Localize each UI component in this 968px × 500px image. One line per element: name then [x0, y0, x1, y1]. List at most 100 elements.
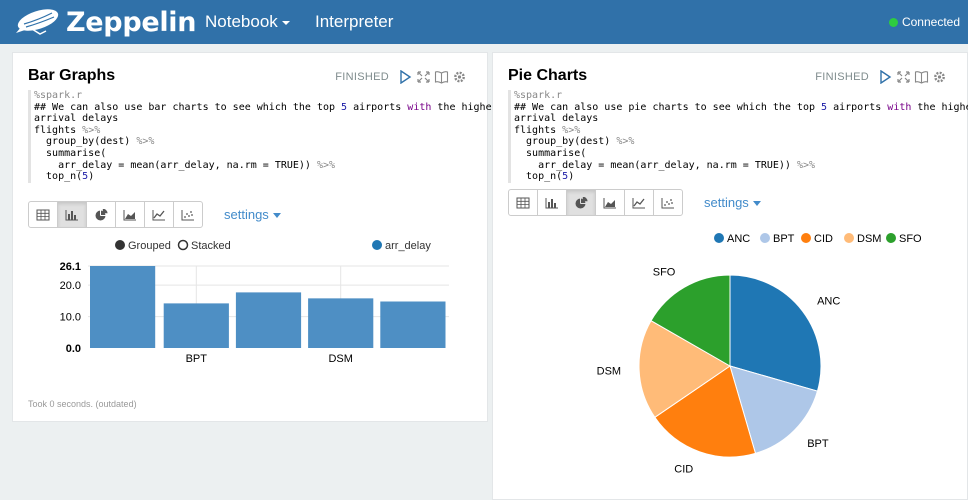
- table-view-button[interactable]: [28, 201, 58, 228]
- line-chart-icon: [152, 209, 165, 220]
- legend-marker: [714, 233, 724, 243]
- legend-label: ANC: [727, 233, 750, 245]
- line-chart-icon: [632, 197, 645, 208]
- legend-marker: [844, 233, 854, 243]
- code-line: summarise(: [514, 147, 587, 159]
- table-view-button[interactable]: [508, 189, 538, 216]
- notebook-menu[interactable]: Notebook: [205, 12, 290, 32]
- slice-label: SFO: [653, 267, 676, 279]
- legend-marker: [372, 240, 382, 250]
- settings-label: settings: [224, 207, 269, 222]
- paragraph-controls: FINISHED: [335, 70, 467, 84]
- gear-icon[interactable]: [932, 70, 947, 84]
- bar-chart: Grouped Stacked arr_delay 0.0 10.0 20.0 26.1 BP…: [60, 239, 449, 365]
- code-line: arr_delay = mean(arr_delay, na.rm = TRUE…: [34, 159, 336, 171]
- code-line: ## We can also use bar charts to see whi…: [34, 101, 504, 113]
- visualization-toolbar: [28, 201, 203, 228]
- zeppelin-logo-icon: [16, 9, 59, 35]
- code-line: top_n(5): [514, 171, 575, 183]
- y-tick-label: 20.0: [60, 280, 81, 292]
- code-editor[interactable]: %spark.r ## We can also use pie charts t…: [508, 90, 968, 183]
- bar: [163, 303, 229, 348]
- paragraph-status: FINISHED: [335, 71, 389, 83]
- code-line: flights %>%: [514, 124, 581, 136]
- bar: [235, 292, 302, 348]
- y-tick-label: 26.1: [60, 261, 81, 273]
- interpreter-link[interactable]: Interpreter: [315, 12, 394, 31]
- bar-chart-icon: [65, 209, 78, 220]
- code-line: arrival delays: [514, 113, 599, 125]
- y-tick-label: 10.0: [60, 312, 81, 324]
- settings-dropdown[interactable]: settings: [704, 195, 761, 210]
- table-icon: [516, 197, 530, 208]
- chevron-down-icon: [281, 20, 290, 25]
- legend-label: arr_delay: [385, 240, 431, 252]
- expand-icon[interactable]: [896, 70, 911, 84]
- stacked-label: Stacked: [191, 240, 231, 252]
- code-line: group_by(dest) %>%: [34, 136, 155, 148]
- legend-marker: [801, 233, 811, 243]
- line-chart-button[interactable]: [144, 201, 174, 228]
- pie-slice: [729, 365, 819, 454]
- settings-dropdown[interactable]: settings: [224, 207, 281, 222]
- pie-chart-icon: [95, 208, 108, 220]
- settings-label: settings: [704, 195, 749, 210]
- paragraph-pie-charts: Pie Charts FINISHED %spark.r ## We can a…: [492, 52, 968, 500]
- slice-label: BPT: [807, 438, 829, 450]
- code-line: flights %>%: [34, 124, 101, 136]
- pie-chart-button[interactable]: [566, 189, 596, 216]
- area-chart-button[interactable]: [115, 201, 145, 228]
- notebook-menu-label: Notebook: [205, 12, 278, 31]
- stacked-radio-icon: [177, 239, 189, 251]
- book-icon[interactable]: [914, 70, 929, 84]
- caret-down-icon: [272, 213, 281, 219]
- brand-name: Zeppelin: [66, 6, 197, 38]
- scatter-chart-button[interactable]: [653, 189, 683, 216]
- x-tick-label: BPT: [186, 353, 208, 365]
- line-chart-button[interactable]: [624, 189, 654, 216]
- table-icon: [36, 209, 50, 220]
- legend-label: SFO: [899, 233, 922, 245]
- y-tick-label: 0.0: [66, 343, 81, 355]
- paragraph-footer: Took 0 seconds. (outdated): [28, 399, 137, 409]
- bar: [90, 266, 156, 348]
- code-line: group_by(dest) %>%: [514, 136, 635, 148]
- bar: [380, 301, 446, 348]
- paragraph-controls: FINISHED: [815, 70, 947, 84]
- grouped-label: Grouped: [128, 240, 171, 252]
- bar-chart-button[interactable]: [57, 201, 87, 228]
- gear-icon[interactable]: [452, 70, 467, 84]
- pie-chart-icon: [575, 196, 588, 208]
- brand-link[interactable]: Zeppelin: [12, 4, 196, 40]
- paragraph-bar-graphs: Bar Graphs FINISHED %spark.r ## We can a…: [12, 52, 504, 422]
- connection-status-label: Connected: [901, 15, 960, 29]
- run-icon[interactable]: [398, 70, 413, 84]
- code-line: summarise(: [34, 147, 107, 159]
- legend-label: BPT: [773, 233, 795, 245]
- scatter-chart-icon: [181, 209, 194, 220]
- run-icon[interactable]: [878, 70, 893, 84]
- area-chart-icon: [123, 209, 136, 220]
- legend-label: DSM: [857, 233, 881, 245]
- paragraph-title[interactable]: Pie Charts: [508, 67, 588, 84]
- connection-status: Connected: [888, 15, 960, 29]
- book-icon[interactable]: [434, 70, 449, 84]
- bar-chart-button[interactable]: [537, 189, 567, 216]
- area-chart-icon: [603, 197, 616, 208]
- visualization-toolbar: [508, 189, 683, 216]
- paragraph-title[interactable]: Bar Graphs: [28, 67, 116, 84]
- code-line: %spark.r: [34, 90, 83, 101]
- legend-label: CID: [814, 233, 833, 245]
- code-line: top_n(5): [34, 171, 95, 183]
- scatter-chart-button[interactable]: [173, 201, 203, 228]
- connection-indicator-icon: [888, 17, 898, 27]
- code-line: arr_delay = mean(arr_delay, na.rm = TRUE…: [514, 159, 816, 171]
- area-chart-button[interactable]: [595, 189, 625, 216]
- expand-icon[interactable]: [416, 70, 431, 84]
- code-editor[interactable]: %spark.r ## We can also use bar charts t…: [28, 90, 504, 183]
- bar: [308, 298, 374, 348]
- top-navbar: Zeppelin Notebook Interpreter Connected: [0, 0, 968, 44]
- code-line: %spark.r: [514, 90, 563, 101]
- paragraph-status: FINISHED: [815, 71, 869, 83]
- pie-chart-button[interactable]: [86, 201, 116, 228]
